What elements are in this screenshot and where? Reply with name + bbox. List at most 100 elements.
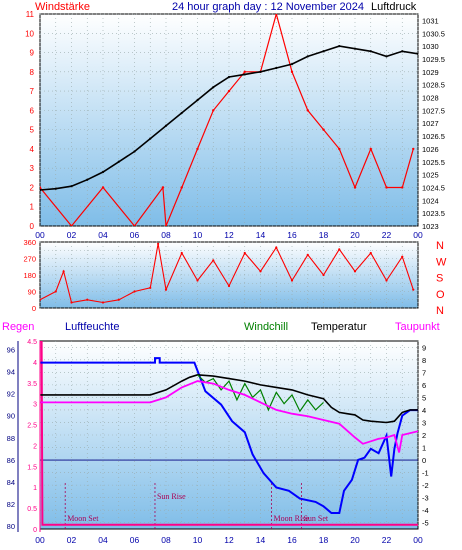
y-humidity-tick-label: 86 [7, 456, 15, 465]
y-left-tick-label: 0 [30, 222, 35, 231]
point-windstaerke [101, 186, 105, 189]
point-windrichtung [322, 273, 325, 277]
point-windrichtung [401, 255, 404, 258]
wind-pressure-panel: 0123456789101110231023.510241024.5102510… [25, 1, 445, 240]
x-tick-label: 14 [256, 535, 266, 545]
point-luftdruck [322, 50, 325, 53]
point-windrichtung [86, 298, 89, 301]
point-luftdruck [180, 111, 183, 115]
point-windrichtung [212, 259, 215, 262]
y-right-tick-label: 1027 [422, 119, 439, 128]
point-luftdruck [54, 187, 57, 190]
y-left-tick-label: 90 [28, 288, 36, 297]
y-left-tick-label: 11 [26, 10, 35, 19]
y-rain-tick-label: 1.5 [27, 464, 37, 471]
point-windstaerke [70, 224, 73, 226]
point-windrichtung [227, 284, 231, 288]
y-rain-tick-label: 2.5 [27, 423, 37, 430]
point-windrichtung [412, 288, 415, 291]
point-windrichtung [338, 248, 341, 251]
point-windrichtung [157, 242, 160, 245]
y-right-tick-label: 1023 [422, 222, 439, 231]
series-header-label: Taupunkt [395, 321, 440, 333]
x-tick-label: 18 [319, 535, 329, 545]
x-tick-label: 00 [35, 535, 45, 545]
point-windrichtung [133, 290, 136, 293]
y-temp-tick-label: 0 [422, 456, 426, 465]
y-left-tick-label: 1 [30, 203, 35, 212]
y-right-tick-label: 1025 [422, 171, 439, 180]
point-windstaerke [385, 186, 388, 189]
point-windstaerke [275, 14, 278, 16]
y-temp-tick-label: -4 [422, 506, 429, 515]
point-windrichtung [259, 270, 262, 273]
compass-label: S [436, 273, 443, 285]
point-luftdruck [243, 73, 246, 76]
y-left-tick-label: 6 [30, 106, 35, 115]
x-tick-label: 10 [193, 230, 203, 240]
y-temp-tick-label: 3 [422, 418, 426, 427]
compass-label: W [436, 256, 447, 268]
y-rain-tick-label: 4 [33, 360, 37, 367]
x-tick-label: 00 [413, 535, 423, 545]
y-right-tick-label: 1026 [422, 145, 439, 154]
y-rain-tick-label: 2 [33, 443, 37, 450]
point-windstaerke [243, 70, 246, 74]
grid [39, 341, 419, 529]
series-regen [40, 341, 418, 526]
y-left-tick-label: 4 [30, 145, 35, 154]
y-left-tick-label: 2 [30, 183, 35, 192]
x-tick-label: 14 [256, 230, 266, 240]
y-humidity-tick-label: 84 [7, 478, 15, 487]
point-windrichtung [54, 290, 57, 293]
point-windrichtung [306, 253, 309, 256]
point-windstaerke [133, 224, 136, 226]
axes: 0123456789101110231023.510241024.5102510… [25, 10, 445, 240]
y-temp-tick-label: 4 [422, 406, 426, 415]
point-windrichtung [243, 251, 246, 255]
point-windstaerke [212, 109, 215, 112]
wind-strength-label: Windstärke [35, 1, 90, 13]
y-left-tick-label: 7 [30, 87, 35, 96]
y-left-tick-label: 8 [30, 68, 35, 77]
y-right-tick-label: 1023.5 [422, 209, 445, 218]
series-header-label: Temperatur [311, 321, 367, 333]
series-taupunkt [40, 380, 418, 453]
x-tick-label: 08 [161, 535, 171, 545]
point-windrichtung [117, 298, 120, 301]
y-right-tick-label: 1024 [422, 196, 439, 205]
x-tick-label: 22 [382, 230, 392, 240]
point-windstaerke [353, 186, 357, 189]
pressure-label: Luftdruck [371, 1, 417, 13]
y-temp-tick-label: 9 [422, 343, 426, 352]
y-temp-tick-label: -5 [422, 519, 429, 528]
y-rain-tick-label: 1 [33, 485, 37, 492]
y-temp-tick-label: 8 [422, 356, 426, 365]
point-windrichtung [196, 279, 199, 282]
y-rain-tick-label: 0.5 [27, 506, 37, 513]
x-tick-label: 02 [67, 230, 77, 240]
x-tick-label: 20 [350, 230, 360, 240]
annotation-label: Moon Set [67, 514, 99, 523]
x-tick-label: 08 [161, 230, 171, 240]
y-temp-tick-label: 5 [422, 393, 426, 402]
annotation-label: Moon Rise [274, 514, 310, 523]
point-luftdruck [227, 75, 231, 79]
y-right-tick-label: 1029 [422, 68, 439, 77]
y-left-tick-label: 270 [23, 255, 36, 264]
point-luftdruck [149, 137, 152, 140]
point-windrichtung [149, 286, 152, 289]
y-temp-tick-label: -3 [422, 494, 429, 503]
y-humidity-tick-label: 82 [7, 500, 15, 509]
series-header-label: Windchill [244, 321, 288, 333]
point-windrichtung [164, 288, 168, 291]
y-right-tick-label: 1028.5 [422, 81, 445, 90]
grid [39, 241, 419, 309]
x-tick-label: 12 [224, 535, 234, 545]
point-luftdruck [70, 185, 73, 188]
y-temp-tick-label: 7 [422, 368, 426, 377]
